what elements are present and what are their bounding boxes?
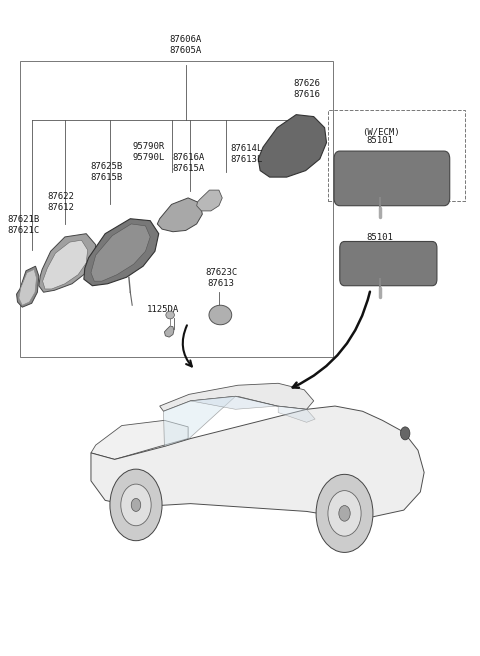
FancyBboxPatch shape (340, 241, 437, 286)
Polygon shape (16, 266, 39, 307)
Text: 87616A
87615A: 87616A 87615A (172, 153, 204, 173)
Polygon shape (160, 383, 314, 411)
Polygon shape (91, 406, 424, 520)
Text: 87621B
87621C: 87621B 87621C (7, 215, 39, 235)
Text: 87614L
87613L: 87614L 87613L (231, 144, 263, 164)
Text: 87622
87612: 87622 87612 (48, 192, 74, 213)
Ellipse shape (166, 311, 174, 319)
Text: 87625B
87615B: 87625B 87615B (90, 161, 123, 182)
Polygon shape (258, 115, 326, 177)
Polygon shape (91, 420, 188, 459)
Text: 95790R
95790L: 95790R 95790L (132, 142, 165, 163)
Polygon shape (164, 396, 236, 446)
Ellipse shape (209, 305, 232, 325)
Polygon shape (165, 326, 174, 337)
Text: 85101: 85101 (367, 233, 394, 242)
Circle shape (110, 469, 162, 541)
Text: 87623C
87613: 87623C 87613 (205, 268, 238, 288)
Polygon shape (39, 234, 96, 292)
Text: 87626
87616: 87626 87616 (293, 79, 320, 99)
Bar (20, 61, 333, 358)
Text: 85101: 85101 (367, 136, 394, 144)
Circle shape (400, 427, 410, 440)
Circle shape (339, 506, 350, 521)
Polygon shape (157, 198, 203, 232)
Circle shape (121, 484, 151, 525)
Polygon shape (43, 240, 88, 289)
Bar (328, 110, 466, 201)
Text: 87606A
87605A: 87606A 87605A (169, 35, 202, 55)
Polygon shape (278, 406, 315, 422)
Polygon shape (91, 224, 150, 281)
FancyBboxPatch shape (334, 151, 450, 206)
Polygon shape (191, 396, 277, 409)
Circle shape (316, 474, 373, 552)
Polygon shape (19, 270, 36, 305)
Polygon shape (84, 218, 159, 286)
Circle shape (131, 499, 141, 512)
Polygon shape (197, 190, 222, 211)
Polygon shape (238, 396, 307, 409)
Circle shape (328, 491, 361, 536)
Text: 1125DA: 1125DA (147, 304, 180, 314)
Text: (W/ECM): (W/ECM) (362, 129, 400, 137)
